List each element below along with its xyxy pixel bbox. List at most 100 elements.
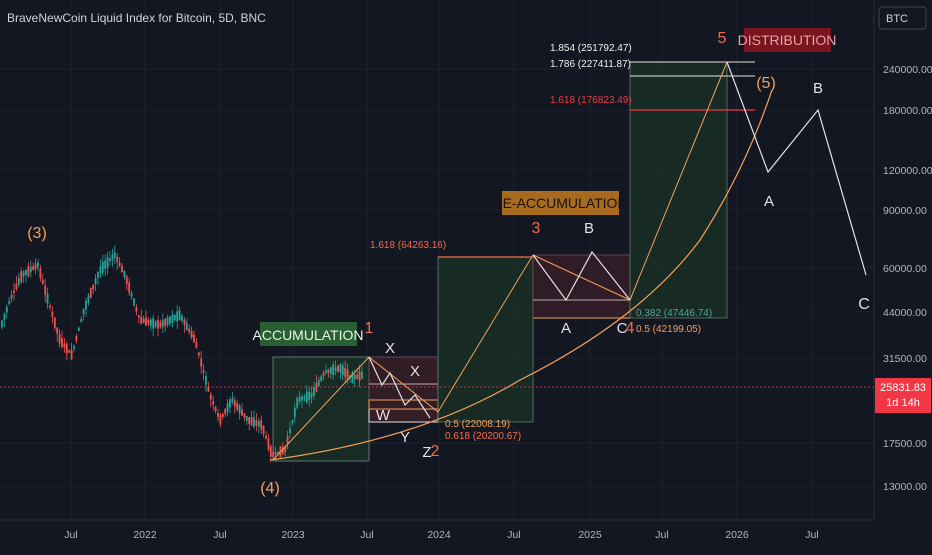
candle-body xyxy=(241,409,243,416)
wave-label-2: 2 xyxy=(431,443,440,460)
candle-body xyxy=(68,350,71,353)
fib-label-1786: 1.786 (227411.87) xyxy=(550,59,631,70)
candle-body xyxy=(207,386,210,392)
candle-body xyxy=(248,416,251,424)
candle-body xyxy=(128,282,131,293)
candle-body xyxy=(274,452,277,455)
candle-body xyxy=(217,412,219,418)
currency-button[interactable]: BTC xyxy=(878,6,927,30)
wave-label-x-2: X xyxy=(410,363,420,380)
candle-body xyxy=(58,333,61,344)
candle-body xyxy=(15,283,18,290)
chart-title: BraveNewCoin Liquid Index for Bitcoin, 5… xyxy=(7,11,266,25)
candle-body xyxy=(159,322,162,328)
wave-label-c-flat: C xyxy=(617,320,628,337)
candle-body xyxy=(154,321,157,327)
price-tick-label: 240000.00 xyxy=(883,64,932,76)
currency-label: BTC xyxy=(886,13,908,25)
candle-body xyxy=(61,337,63,348)
candle-body xyxy=(89,288,92,298)
candle-body xyxy=(85,300,87,310)
reaccumulation-box xyxy=(532,254,631,319)
candle-body xyxy=(332,364,335,376)
fib-labels: 1.854 (251792.47) 1.786 (227411.87) 1.61… xyxy=(370,43,712,442)
candle-body xyxy=(157,320,159,329)
candle-body xyxy=(34,263,37,270)
fib-label-0382: 0.382 (47446.74) xyxy=(636,308,712,319)
candle-body xyxy=(27,266,30,276)
candle-body xyxy=(327,369,330,373)
candle-body xyxy=(5,306,8,313)
candle-body xyxy=(284,446,287,453)
candle-body xyxy=(104,260,107,269)
candle-body xyxy=(344,367,347,377)
candle-body xyxy=(121,265,123,273)
candle-body xyxy=(135,307,138,312)
candle-body xyxy=(8,301,11,304)
candle-body xyxy=(209,394,212,400)
time-tick-label: Jul xyxy=(805,529,818,541)
time-tick-label: 2023 xyxy=(281,529,305,541)
candle-body xyxy=(289,428,291,434)
candle-body xyxy=(233,400,236,407)
time-tick-label: Jul xyxy=(507,529,520,541)
candle-body xyxy=(75,335,78,342)
candle-body xyxy=(44,285,47,295)
candle-body xyxy=(250,417,253,426)
wave-label-5-major: (5) xyxy=(756,75,776,92)
candle-body xyxy=(39,268,42,279)
candle-body xyxy=(190,330,193,338)
candle-body xyxy=(253,417,255,427)
wave-3-box xyxy=(437,256,534,423)
grid xyxy=(0,0,874,520)
candle-body xyxy=(303,396,306,399)
candle-body xyxy=(46,293,49,304)
price-scale[interactable]: 240000.00 180000.00 120000.00 90000.00 60000… xyxy=(873,0,932,550)
candle-body xyxy=(188,328,191,333)
wave-label-w: W xyxy=(376,407,391,424)
candle-body xyxy=(164,318,167,327)
candle-body xyxy=(92,284,95,290)
fib-label-1618-mid: 1.618 (64263.16) xyxy=(370,240,446,251)
parabolic-curve xyxy=(269,89,773,461)
wave-labels: (3) (4) 1 2 3 4 5 (5) X X W Y Z A B C A … xyxy=(27,30,870,497)
candle-body xyxy=(296,398,299,409)
time-tick-label: 2022 xyxy=(133,529,157,541)
candle-body xyxy=(337,365,339,372)
abc-flat-path xyxy=(532,250,631,302)
candle-body xyxy=(161,319,164,328)
candle-body xyxy=(212,401,215,405)
time-scale[interactable]: Jul 2022 Jul 2023 Jul 2024 Jul 2025 Jul 2026 Jul xyxy=(0,519,874,541)
candle-body xyxy=(205,375,207,385)
accumulation-zone-label: ACCUMULATION xyxy=(253,322,364,346)
candle-body xyxy=(200,358,203,367)
candle-body xyxy=(238,405,241,414)
wave-label-c: C xyxy=(858,296,870,313)
fib-label-1618-top: 1.618 (176823.49) xyxy=(550,95,632,106)
candle-body xyxy=(111,254,114,261)
candle-body xyxy=(269,446,272,457)
candle-body xyxy=(308,391,311,401)
candle-body xyxy=(63,343,66,348)
candle-body xyxy=(178,310,181,321)
candle-body xyxy=(281,447,284,455)
accumulation-label: ACCUMULATION xyxy=(253,327,364,343)
candle-body xyxy=(298,397,301,402)
candle-body xyxy=(193,334,195,343)
candle-body xyxy=(181,315,183,321)
candle-body xyxy=(32,265,35,271)
candle-body xyxy=(152,318,155,329)
time-tick-label: 2024 xyxy=(427,529,451,541)
candlestick-series xyxy=(1,245,363,463)
price-tick-label: 90000.00 xyxy=(883,205,927,217)
candle-body xyxy=(301,396,303,401)
candle-body xyxy=(317,379,320,386)
countdown-value: 1d 14h xyxy=(886,397,920,409)
candle-body xyxy=(229,399,231,408)
candle-body xyxy=(147,319,150,325)
time-tick-label: Jul xyxy=(655,529,668,541)
candle-body xyxy=(149,319,152,326)
fib-label-05-lower: 0.5 (22008.19) xyxy=(445,419,510,430)
